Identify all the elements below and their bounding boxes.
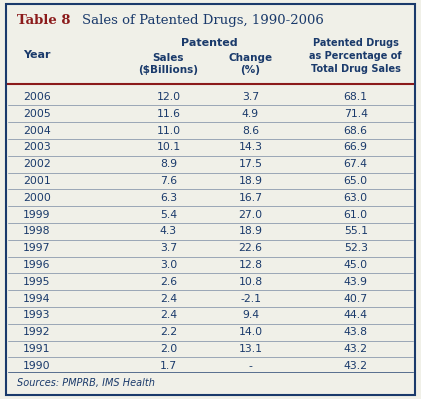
Text: 7.6: 7.6	[160, 176, 177, 186]
Text: 18.9: 18.9	[238, 226, 263, 237]
Text: 17.5: 17.5	[238, 159, 263, 169]
Text: 1993: 1993	[23, 310, 51, 320]
Text: 67.4: 67.4	[344, 159, 368, 169]
Text: 2.4: 2.4	[160, 310, 177, 320]
Text: 2.0: 2.0	[160, 344, 177, 354]
Text: Table 8: Table 8	[17, 14, 70, 27]
Text: 3.0: 3.0	[160, 260, 177, 270]
FancyBboxPatch shape	[6, 4, 415, 395]
Text: 43.9: 43.9	[344, 277, 368, 287]
Text: 2000: 2000	[23, 193, 51, 203]
Text: 2.4: 2.4	[160, 294, 177, 304]
Text: 11.0: 11.0	[156, 126, 181, 136]
Text: 2006: 2006	[23, 92, 51, 102]
Text: 45.0: 45.0	[344, 260, 368, 270]
Text: Patented Drugs
as Percentage of
Total Drug Sales: Patented Drugs as Percentage of Total Dr…	[309, 38, 402, 73]
Text: 1992: 1992	[23, 327, 51, 337]
Text: Patented: Patented	[181, 38, 238, 48]
Text: 3.7: 3.7	[242, 92, 259, 102]
Text: 1999: 1999	[23, 209, 51, 219]
Text: 8.9: 8.9	[160, 159, 177, 169]
Text: Sales of Patented Drugs, 1990-2006: Sales of Patented Drugs, 1990-2006	[82, 14, 324, 27]
Text: 1991: 1991	[23, 344, 51, 354]
Text: 61.0: 61.0	[344, 209, 368, 219]
Text: 12.8: 12.8	[238, 260, 263, 270]
Text: 22.6: 22.6	[238, 243, 263, 253]
Text: Sales
($Billions): Sales ($Billions)	[139, 53, 198, 75]
Text: 52.3: 52.3	[344, 243, 368, 253]
Text: 1994: 1994	[23, 294, 51, 304]
Text: 10.8: 10.8	[238, 277, 263, 287]
Text: 11.6: 11.6	[156, 109, 181, 119]
Text: 68.1: 68.1	[344, 92, 368, 102]
Text: 2.6: 2.6	[160, 277, 177, 287]
Text: 66.9: 66.9	[344, 142, 368, 152]
Text: 1997: 1997	[23, 243, 51, 253]
Text: 43.2: 43.2	[344, 361, 368, 371]
Text: 1998: 1998	[23, 226, 51, 237]
Text: 12.0: 12.0	[156, 92, 181, 102]
Text: 55.1: 55.1	[344, 226, 368, 237]
Text: 71.4: 71.4	[344, 109, 368, 119]
Text: 4.3: 4.3	[160, 226, 177, 237]
Text: -: -	[248, 361, 253, 371]
Text: 1990: 1990	[23, 361, 51, 371]
Text: 43.2: 43.2	[344, 344, 368, 354]
Text: -2.1: -2.1	[240, 294, 261, 304]
Text: 63.0: 63.0	[344, 193, 368, 203]
Text: 44.4: 44.4	[344, 310, 368, 320]
Text: 18.9: 18.9	[238, 176, 263, 186]
Text: 2003: 2003	[23, 142, 51, 152]
Text: 1995: 1995	[23, 277, 51, 287]
Text: 8.6: 8.6	[242, 126, 259, 136]
Text: 16.7: 16.7	[238, 193, 263, 203]
Text: 3.7: 3.7	[160, 243, 177, 253]
Text: 10.1: 10.1	[156, 142, 181, 152]
Text: Change
(%): Change (%)	[229, 53, 272, 75]
Text: 27.0: 27.0	[238, 209, 263, 219]
Text: 5.4: 5.4	[160, 209, 177, 219]
Text: 2.2: 2.2	[160, 327, 177, 337]
Text: 14.3: 14.3	[238, 142, 263, 152]
Text: 68.6: 68.6	[344, 126, 368, 136]
Text: 6.3: 6.3	[160, 193, 177, 203]
Text: 1.7: 1.7	[160, 361, 177, 371]
Text: 9.4: 9.4	[242, 310, 259, 320]
Text: 2005: 2005	[23, 109, 51, 119]
Text: Sources: PMPRB, IMS Health: Sources: PMPRB, IMS Health	[17, 378, 155, 388]
Text: 43.8: 43.8	[344, 327, 368, 337]
Text: 65.0: 65.0	[344, 176, 368, 186]
Text: 2001: 2001	[23, 176, 51, 186]
Text: 13.1: 13.1	[238, 344, 263, 354]
Text: 14.0: 14.0	[238, 327, 263, 337]
Text: 2004: 2004	[23, 126, 51, 136]
Text: 2002: 2002	[23, 159, 51, 169]
Text: Year: Year	[23, 50, 51, 60]
Text: 40.7: 40.7	[344, 294, 368, 304]
Text: 4.9: 4.9	[242, 109, 259, 119]
Text: 1996: 1996	[23, 260, 51, 270]
